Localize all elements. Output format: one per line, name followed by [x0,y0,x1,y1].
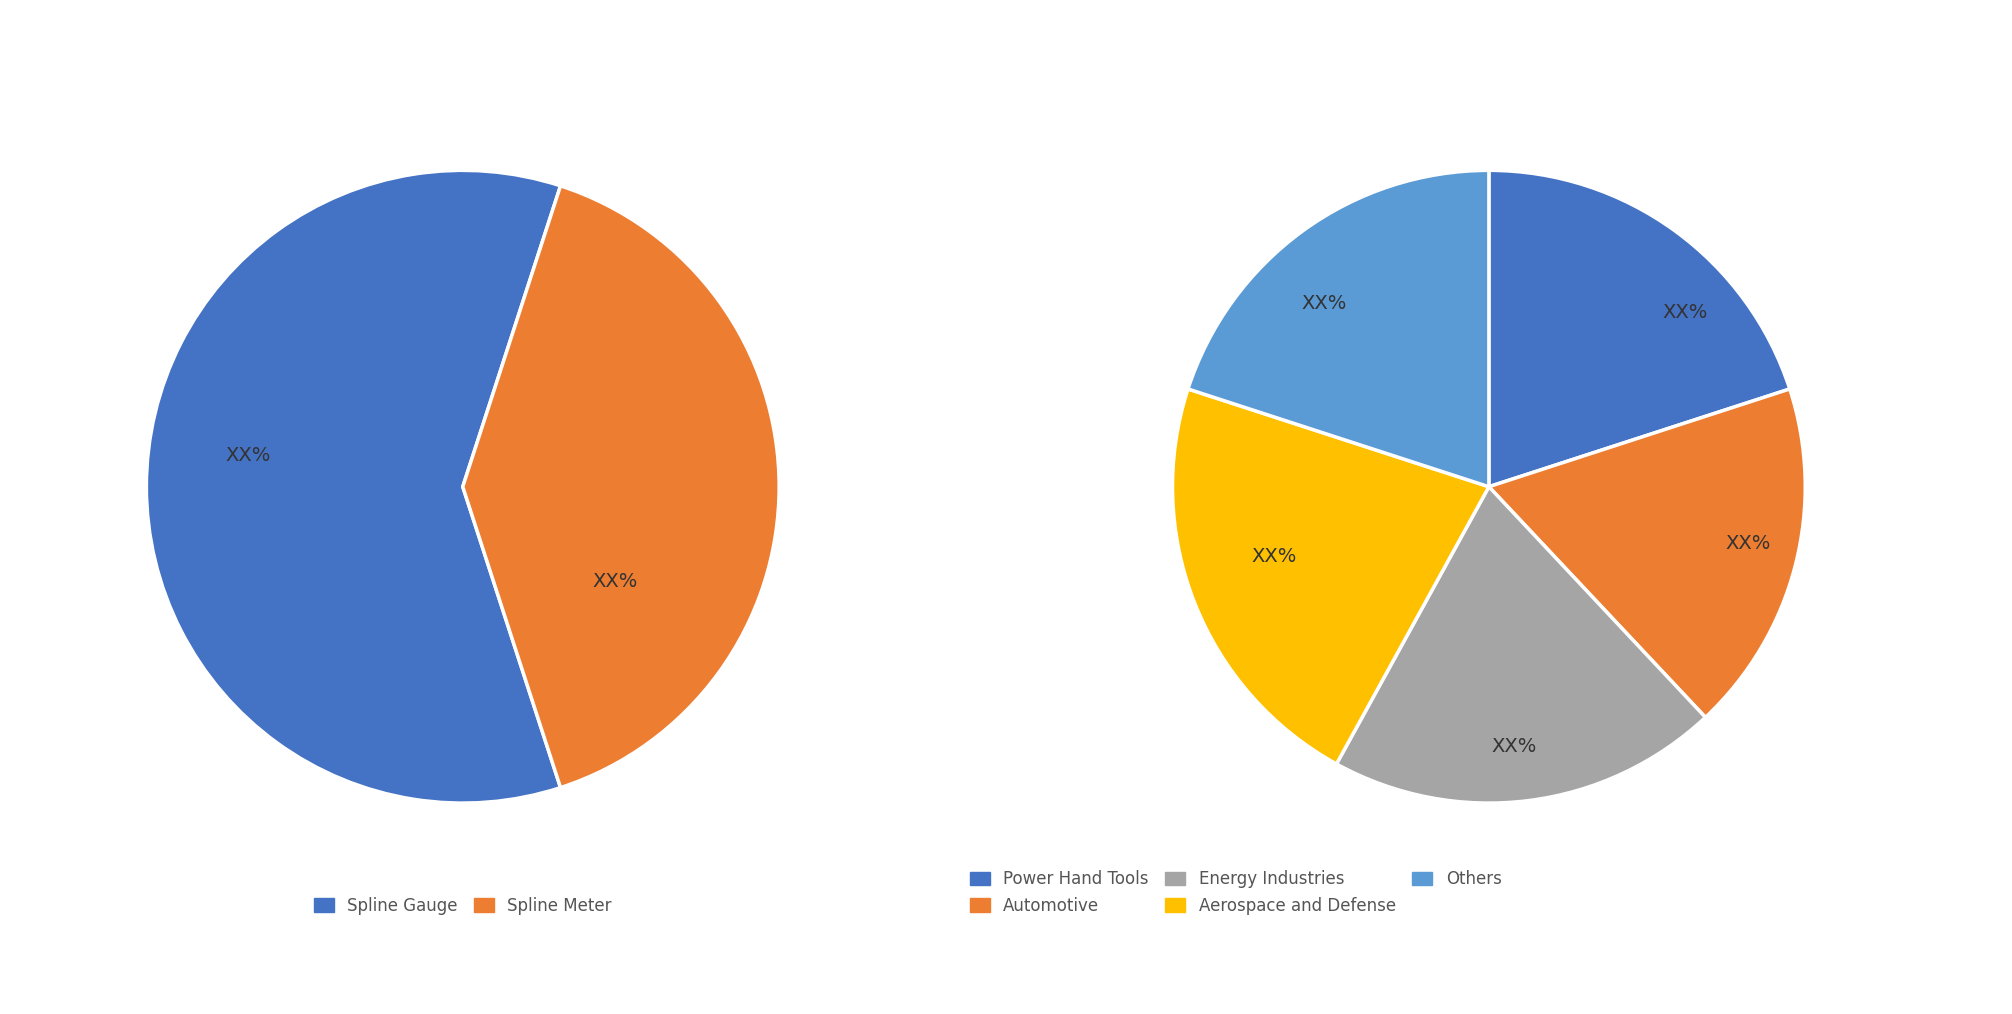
Text: Email: sales@theindustrystats.com: Email: sales@theindustrystats.com [841,962,1171,980]
Text: Source: Theindustrystats Analysis: Source: Theindustrystats Analysis [30,962,350,980]
Wedge shape [463,186,779,788]
Text: XX%: XX% [1251,547,1296,566]
Wedge shape [1187,170,1489,487]
Text: XX%: XX% [225,445,270,464]
Text: XX%: XX% [592,572,638,591]
Text: XX%: XX% [1302,294,1348,312]
Text: XX%: XX% [1491,736,1537,755]
Wedge shape [1489,389,1805,717]
Text: Fig. Global Spline Measuring Tools Market Share by Product Types & Application: Fig. Global Spline Measuring Tools Marke… [24,40,1032,59]
Legend: Power Hand Tools, Automotive, Energy Industries, Aerospace and Defense, Others: Power Hand Tools, Automotive, Energy Ind… [964,864,1509,922]
Legend: Spline Gauge, Spline Meter: Spline Gauge, Spline Meter [308,890,618,922]
Wedge shape [1173,389,1489,764]
Wedge shape [1489,170,1791,487]
Text: XX%: XX% [1726,534,1771,554]
Text: Website: www.theindustrystats.com: Website: www.theindustrystats.com [1642,962,1982,980]
Wedge shape [147,170,561,803]
Text: XX%: XX% [1662,303,1708,322]
Wedge shape [1336,487,1706,803]
